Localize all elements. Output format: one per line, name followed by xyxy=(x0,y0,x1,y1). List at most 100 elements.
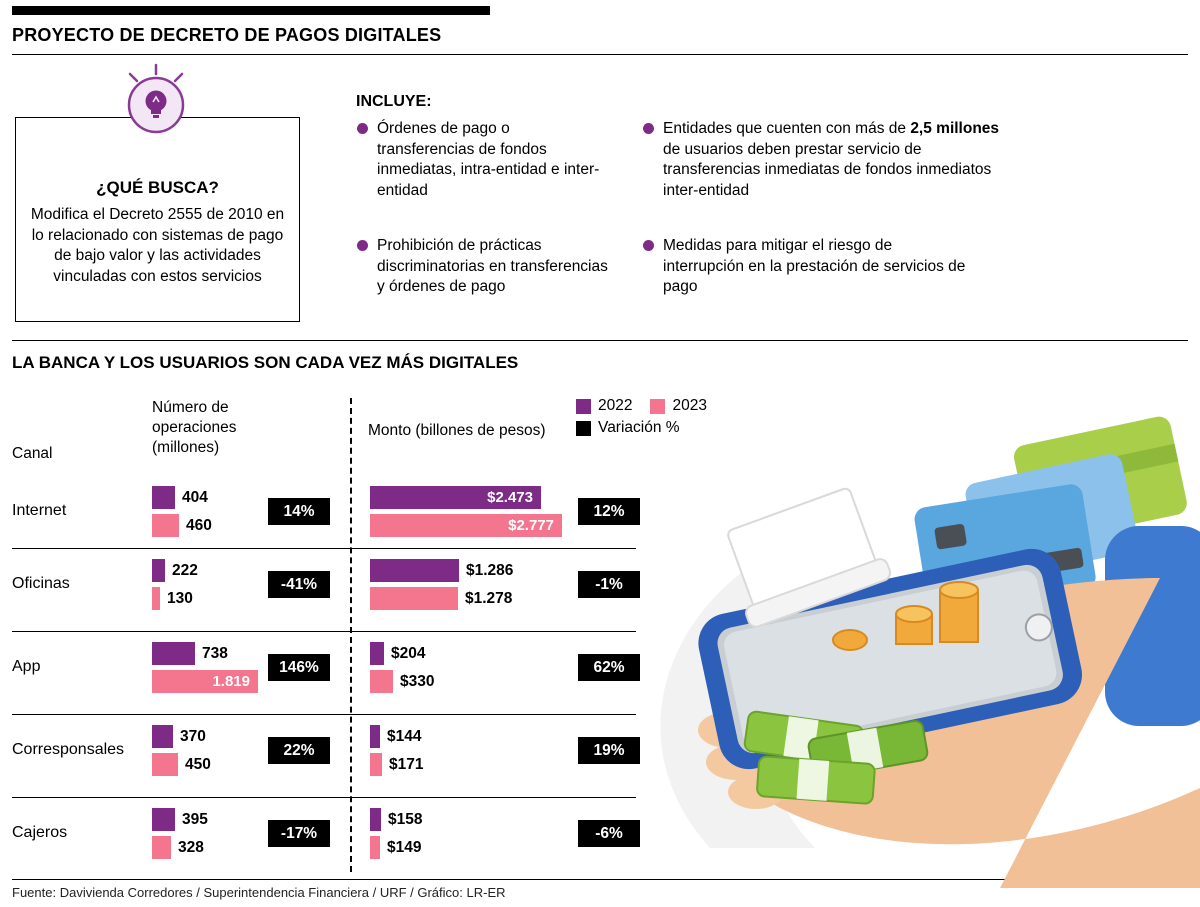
bar-value-label: $144 xyxy=(387,727,422,745)
que-busca-box: ¿QUÉ BUSCA? Modifica el Decreto 2555 de … xyxy=(15,117,300,322)
chart-row-cajeros: Cajeros 395 328 -17% $158 $149 -6% xyxy=(0,803,660,881)
chart-row-app: App 738 1.819 146% $204 $330 62% xyxy=(0,637,660,715)
bar-value-label: 738 xyxy=(202,644,228,662)
bar-value-label: 450 xyxy=(185,755,211,773)
row-divider xyxy=(12,714,636,715)
row-divider xyxy=(12,797,636,798)
bar-value-label: 222 xyxy=(172,561,198,579)
bar-operations-2022 xyxy=(152,486,175,509)
variation-badge: 62% xyxy=(578,654,640,681)
lightbulb-icon xyxy=(127,63,185,134)
variation-badge: 12% xyxy=(578,498,640,525)
section-divider xyxy=(12,340,1188,341)
bar-operations-2022 xyxy=(152,808,175,831)
chart-row-oficinas: Oficinas 222 130 -41% $1.286 $1.278 -1% xyxy=(0,554,660,632)
bar-operations-2023 xyxy=(152,514,179,537)
incluye-item: Entidades que cuenten con más de 2,5 mil… xyxy=(642,119,1014,201)
column-header-operations: Número de operaciones (millones) xyxy=(152,399,237,456)
incluye-item-text: Entidades que cuenten con más de xyxy=(663,120,911,137)
bar-value-label: $2.777 xyxy=(508,517,554,534)
bar-amount-2022: $2.473 xyxy=(370,486,541,509)
legend-swatch-2023 xyxy=(650,398,666,414)
bar-value-label: $204 xyxy=(391,644,426,662)
variation-badge: 14% xyxy=(268,498,330,525)
bar-value-label: 1.819 xyxy=(212,673,250,690)
bar-value-label: 130 xyxy=(167,589,193,607)
footer-divider xyxy=(12,879,1188,880)
variation-badge: -1% xyxy=(578,571,640,598)
variation-badge: 19% xyxy=(578,737,640,764)
bar-amount-2023 xyxy=(370,587,458,610)
bar-value-label: $2.473 xyxy=(487,489,533,506)
bar-value-label: 460 xyxy=(186,516,212,534)
chart-row-corresponsales: Corresponsales 370 450 22% $144 $171 19% xyxy=(0,720,660,798)
bar-amount-2022 xyxy=(370,642,384,665)
row-divider xyxy=(12,631,636,632)
legend-label: 2023 xyxy=(672,397,707,414)
bar-value-label: 404 xyxy=(182,488,208,506)
bar-operations-2023 xyxy=(152,587,160,610)
bullet-icon xyxy=(643,123,654,134)
channel-label: Oficinas xyxy=(12,575,70,592)
sleeve-icon xyxy=(1105,526,1200,726)
chart-title: LA BANCA Y LOS USUARIOS SON CADA VEZ MÁS… xyxy=(12,353,519,372)
incluye-item: Órdenes de pago o transferencias de fond… xyxy=(356,119,608,201)
bar-value-label: 370 xyxy=(180,727,206,745)
bar-operations-2023: 1.819 xyxy=(152,670,258,693)
bar-value-label: $330 xyxy=(400,672,435,690)
que-busca-body: Modifica el Decreto 2555 de 2010 en lo r… xyxy=(30,206,285,285)
row-divider xyxy=(12,548,636,549)
variation-badge: -17% xyxy=(268,820,330,847)
chart-legend: 2022 2023 Variación % xyxy=(576,395,725,439)
column-header-amount: Monto (billones de pesos) xyxy=(368,422,546,439)
bar-value-label: $158 xyxy=(388,810,423,828)
incluye-item: Prohibición de prácticas discriminatoria… xyxy=(356,236,608,298)
cash-icon xyxy=(743,710,929,805)
chart-row-internet: Internet 404 460 14% $2.473 $2.777 12% xyxy=(0,481,660,559)
top-accent-bar xyxy=(12,6,490,15)
incluye-item: Medidas para mitigar el riesgo de interr… xyxy=(642,236,972,298)
variation-badge: -6% xyxy=(578,820,640,847)
incluye-title: INCLUYE: xyxy=(356,93,432,110)
coins-icon xyxy=(832,581,979,651)
bar-amount-2022 xyxy=(370,808,381,831)
payment-illustration xyxy=(660,416,1200,888)
legend-label: 2022 xyxy=(598,397,633,414)
source-credit: Fuente: Davivienda Corredores / Superint… xyxy=(12,885,506,900)
bar-value-label: 328 xyxy=(178,838,204,856)
bar-value-label: $1.286 xyxy=(466,561,514,579)
bullet-icon xyxy=(643,240,654,251)
bar-operations-2022 xyxy=(152,725,173,748)
channel-label: Internet xyxy=(12,502,67,519)
bar-amount-2023 xyxy=(370,836,380,859)
bar-amount-2023 xyxy=(370,753,382,776)
bar-value-label: $1.278 xyxy=(465,589,513,607)
bar-operations-2023 xyxy=(152,753,178,776)
variation-badge: 146% xyxy=(268,654,330,681)
title-divider xyxy=(12,54,1188,55)
legend-swatch-variation xyxy=(576,420,591,436)
channel-label: App xyxy=(12,658,41,675)
incluye-item-text: Órdenes de pago o transferencias de fond… xyxy=(377,120,600,199)
dashed-column-divider xyxy=(350,398,352,872)
bar-amount-2022 xyxy=(370,559,459,582)
legend-label: Variación % xyxy=(598,419,680,436)
bullet-icon xyxy=(357,240,368,251)
bar-value-label: $149 xyxy=(387,838,422,856)
incluye-item-text: Medidas para mitigar el riesgo de interr… xyxy=(663,237,966,296)
bar-operations-2023 xyxy=(152,836,171,859)
legend-swatch-2022 xyxy=(576,398,591,414)
incluye-item-text: Prohibición de prácticas discriminatoria… xyxy=(377,237,608,296)
channel-label: Cajeros xyxy=(12,824,68,841)
bar-amount-2022 xyxy=(370,725,380,748)
que-busca-title: ¿QUÉ BUSCA? xyxy=(96,178,219,197)
bar-operations-2022 xyxy=(152,642,195,665)
channel-label: Corresponsales xyxy=(12,741,125,758)
variation-badge: 22% xyxy=(268,737,330,764)
bullet-icon xyxy=(357,123,368,134)
bar-operations-2022 xyxy=(152,559,165,582)
bar-value-label: $171 xyxy=(389,755,424,773)
bar-value-label: 395 xyxy=(182,810,208,828)
column-header-canal: Canal xyxy=(12,445,53,462)
